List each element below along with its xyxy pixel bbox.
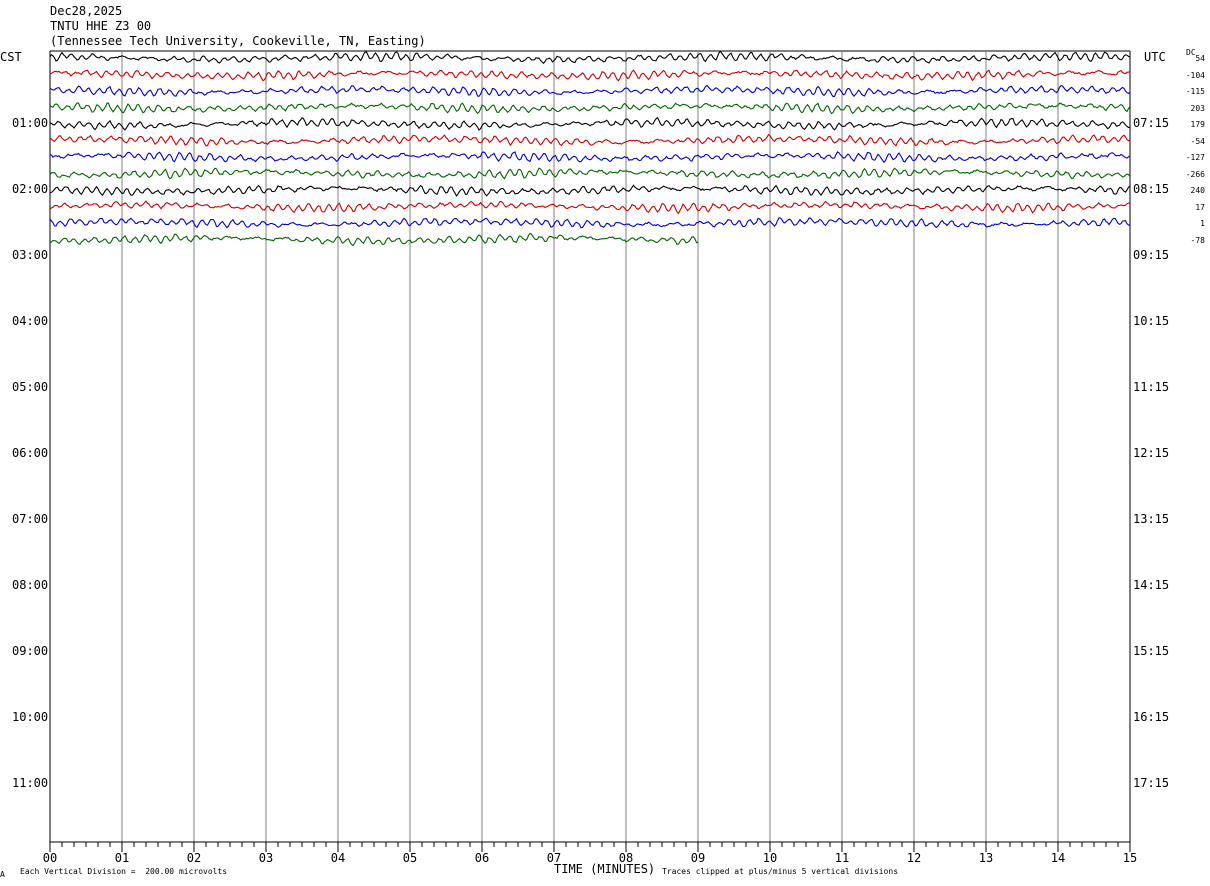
cst-hour-label: 04:00 — [12, 314, 49, 328]
time-axis: 00 01 02 03 04 05 06 07 08 09 10 11 12 13 14 15 — [43, 841, 1137, 865]
trace-line — [49, 200, 1131, 215]
cst-hour-label: 05:00 — [12, 380, 49, 394]
trace-line — [49, 102, 1131, 115]
utc-hour-label: 10:15 — [1133, 314, 1170, 328]
utc-hour-label: 15:15 — [1133, 644, 1170, 658]
right-timezone: UTC — [1144, 50, 1166, 64]
x-tick-label: 14 — [1051, 851, 1065, 865]
utc-hour-label: 07:15 — [1133, 116, 1170, 130]
dc-offset-label: -266 — [1185, 169, 1205, 179]
utc-hour-label: 14:15 — [1133, 578, 1170, 592]
dc-offset-label: 203 — [1190, 103, 1205, 113]
trace-line — [49, 116, 1131, 131]
footer-clip-note: Traces clipped at plus/minus 5 vertical … — [662, 867, 899, 876]
x-tick-label: 03 — [259, 851, 273, 865]
x-tick-label: 10 — [763, 851, 777, 865]
header-location: (Tennessee Tech University, Cookeville, … — [50, 34, 426, 48]
x-axis-title: TIME (MINUTES) — [554, 862, 656, 876]
x-tick-label: 06 — [475, 851, 489, 865]
x-tick-label: 12 — [907, 851, 921, 865]
x-tick-label: 04 — [331, 851, 345, 865]
x-tick-label: 00 — [43, 851, 57, 865]
utc-hour-label: 09:15 — [1133, 248, 1170, 262]
cst-hour-label: 03:00 — [12, 248, 49, 262]
x-tick-label: 11 — [835, 851, 849, 865]
cst-hour-label: 10:00 — [12, 710, 49, 724]
header-station: TNTU HHE Z3 00 — [50, 19, 152, 33]
trace-line — [49, 217, 1130, 229]
x-tick-label: 13 — [979, 851, 993, 865]
dc-offset-label: -54 — [1190, 136, 1205, 146]
utc-hour-label: 08:15 — [1133, 182, 1170, 196]
trace-line — [49, 69, 1131, 82]
dc-offset-label: -78 — [1190, 235, 1205, 245]
dc-offset-label: 240 — [1190, 186, 1205, 195]
cst-hour-label: 09:00 — [12, 644, 49, 658]
seismic-traces — [49, 50, 1131, 247]
dc-offset-label: 179 — [1190, 120, 1205, 129]
cst-hour-label: 11:00 — [12, 776, 49, 790]
left-timezone: CST — [0, 50, 22, 64]
cst-hour-label: 07:00 — [12, 512, 49, 526]
dc-offset-label: 54 — [1195, 54, 1205, 63]
trace-line — [49, 50, 1131, 64]
header-date: Dec28,2025 — [50, 4, 123, 18]
cst-hour-label: 02:00 — [12, 182, 49, 196]
cst-hour-label: 06:00 — [12, 446, 49, 460]
trace-line — [49, 184, 1131, 197]
utc-hour-label: 11:15 — [1133, 380, 1170, 394]
trace-line — [49, 133, 1131, 147]
trace-line — [49, 151, 1131, 164]
x-tick-label: 07 — [547, 851, 561, 865]
x-tick-label: 02 — [187, 851, 201, 865]
footer-scale-note: Each Vertical Division = 200.00 microvol… — [20, 867, 228, 876]
x-tick-label: 05 — [403, 851, 417, 865]
x-tick-label: 01 — [115, 851, 129, 865]
x-tick-label: 08 — [619, 851, 633, 865]
dc-offset-label: 1 — [1200, 219, 1205, 228]
trace-line — [49, 232, 699, 247]
dc-offset-label: -104 — [1185, 70, 1205, 80]
utc-hour-label: 17:15 — [1133, 776, 1170, 790]
utc-hour-label: 16:15 — [1133, 710, 1170, 724]
x-tick-label: 09 — [691, 851, 705, 865]
trace-line — [49, 84, 1131, 98]
dc-offset-label: -115 — [1185, 87, 1205, 96]
trace-line — [49, 167, 1131, 180]
cst-hour-label: 08:00 — [12, 578, 49, 592]
x-tick-label: 15 — [1123, 851, 1137, 865]
dc-label: DC — [1186, 48, 1196, 57]
dc-offset-label: 17 — [1195, 202, 1205, 212]
footer-mark: A — [0, 870, 5, 879]
dc-offset-label: -127 — [1185, 153, 1205, 162]
utc-hour-label: 12:15 — [1133, 446, 1170, 460]
utc-hour-label: 13:15 — [1133, 512, 1170, 526]
grid-lines — [49, 50, 1131, 842]
cst-hour-label: 01:00 — [12, 116, 49, 130]
